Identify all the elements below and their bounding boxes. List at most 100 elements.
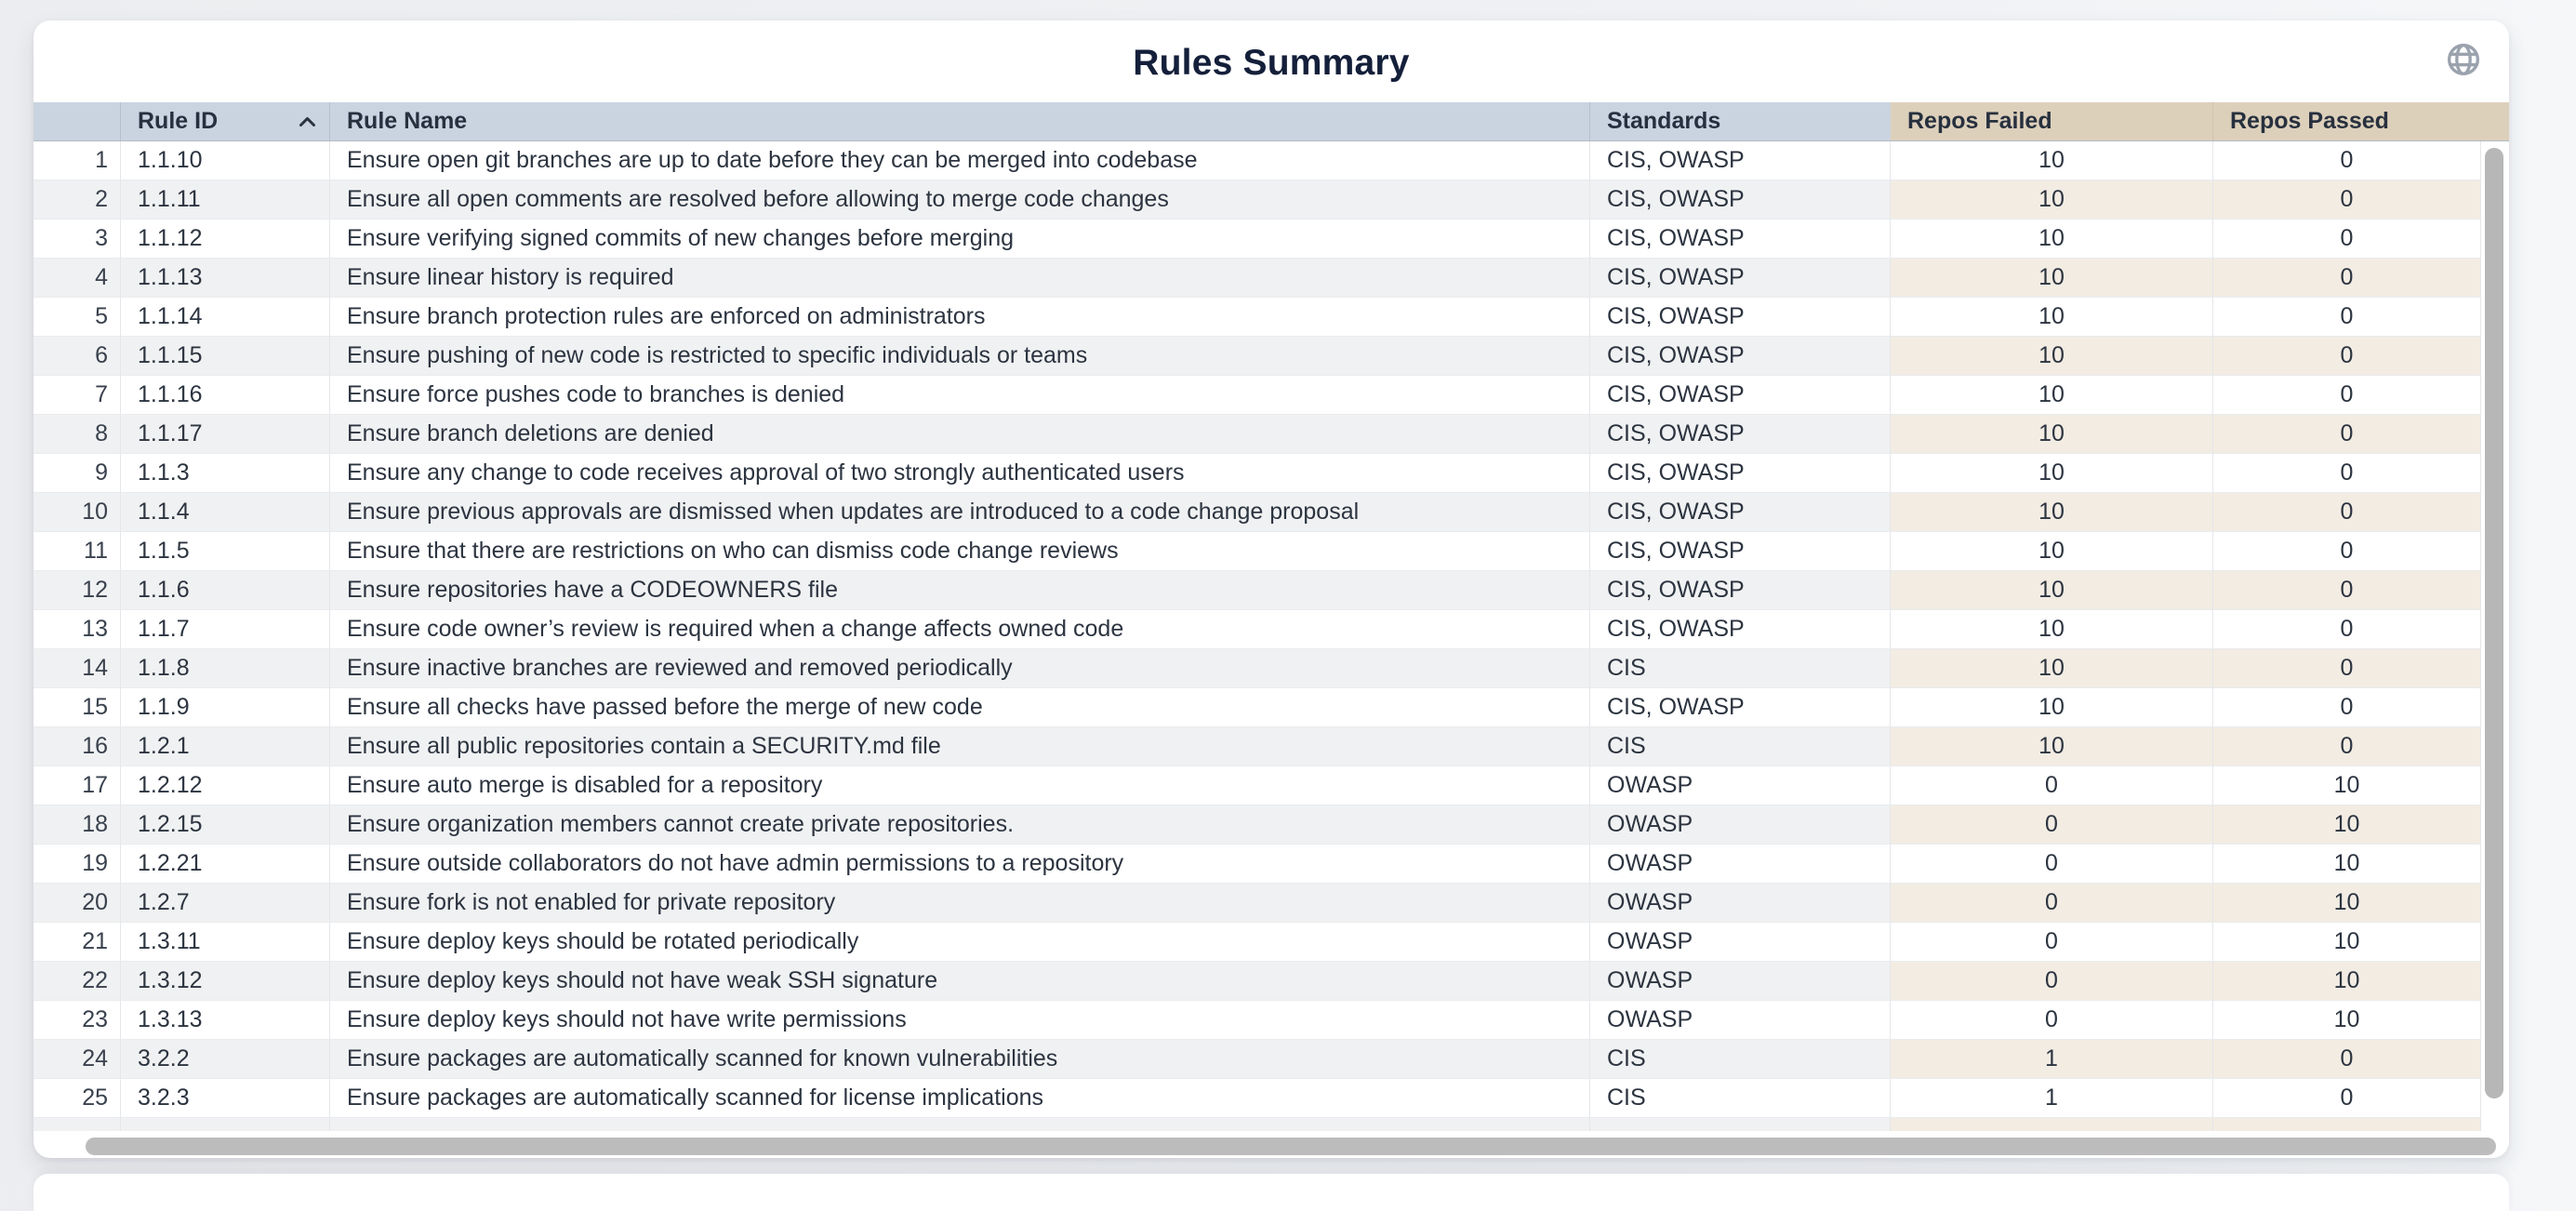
header-standards[interactable]: Standards [1590,102,1891,140]
cell-rule-name: Ensure linear history is required [330,259,1590,297]
cell-rule-name: Ensure previous approvals are dismissed … [330,493,1590,531]
cell-repos-passed: 10 [2213,805,2481,844]
cell-rule-name: Ensure packages are automatically scanne… [330,1079,1590,1117]
cell-standards: CIS [1590,1040,1891,1078]
cell-rule-name: Ensure deploy keys should not have weak … [330,962,1590,1000]
table-row: 3 1.1.12 Ensure verifying signed commits o… [33,220,2509,259]
cell-repos-failed: 10 [1891,415,2213,453]
cell-repos-passed: 0 [2213,259,2481,297]
cell-repos-failed: 0 [1891,766,2213,805]
row-number: 18 [33,805,121,844]
cell-rule-id: 1.2.12 [121,766,330,805]
cell-rule-name: Ensure outside collaborators do not have… [330,845,1590,883]
cell-rule-name: Ensure all open comments are resolved be… [330,180,1590,219]
cell-standards: OWASP [1590,845,1891,883]
table-row: 1 1.1.10 Ensure open git branches are up t… [33,141,2509,180]
cell-rule-id: 1.1.14 [121,298,330,336]
partial-cell [1590,1118,1891,1131]
cell-repos-failed: 10 [1891,298,2213,336]
cell-rule-name: Ensure deploy keys should be rotated per… [330,923,1590,961]
cell-rule-name: Ensure deploy keys should not have write… [330,1001,1590,1039]
cell-repos-failed: 0 [1891,962,2213,1000]
partial-cell [33,1118,121,1131]
cell-repos-passed: 0 [2213,415,2481,453]
header-rule-id[interactable]: Rule ID [121,102,330,140]
header-repos-passed[interactable]: Repos Passed [2213,102,2509,140]
globe-button[interactable] [2445,41,2482,78]
cell-rule-id: 1.1.6 [121,571,330,609]
table-row: 4 1.1.13 Ensure linear history is required… [33,259,2509,298]
cell-rule-id: 1.1.7 [121,610,330,648]
cell-standards: CIS, OWASP [1590,610,1891,648]
table-row: 8 1.1.17 Ensure branch deletions are denie… [33,415,2509,454]
cell-repos-failed: 0 [1891,805,2213,844]
cell-repos-failed: 10 [1891,571,2213,609]
row-number: 13 [33,610,121,648]
cell-rule-id: 3.2.3 [121,1079,330,1117]
cell-repos-failed: 10 [1891,259,2213,297]
horizontal-scrollbar-thumb[interactable] [86,1138,2496,1155]
rules-summary-card: Rules Summary Rule ID Rule Name Standard… [33,20,2509,1158]
cell-repos-failed: 0 [1891,845,2213,883]
cell-standards: CIS, OWASP [1590,259,1891,297]
vertical-scrollbar-thumb[interactable] [2485,148,2503,1098]
row-number: 20 [33,884,121,922]
table-row: 22 1.3.12 Ensure deploy keys should not ha… [33,962,2509,1001]
cell-rule-id: 1.1.15 [121,337,330,375]
row-number: 1 [33,141,121,180]
cell-rule-id: 1.2.1 [121,727,330,765]
cell-standards: OWASP [1590,884,1891,922]
cell-rule-id: 1.1.9 [121,688,330,726]
row-number: 5 [33,298,121,336]
cell-standards: CIS, OWASP [1590,220,1891,258]
cell-standards: OWASP [1590,962,1891,1000]
cell-repos-failed: 0 [1891,884,2213,922]
cell-repos-passed: 0 [2213,688,2481,726]
cell-standards: CIS, OWASP [1590,454,1891,492]
cell-rule-name: Ensure any change to code receives appro… [330,454,1590,492]
cell-repos-passed: 10 [2213,845,2481,883]
table-row: 17 1.2.12 Ensure auto merge is disabled fo… [33,766,2509,805]
cell-repos-failed: 10 [1891,610,2213,648]
table-row: 25 3.2.3 Ensure packages are automatically… [33,1079,2509,1118]
cell-repos-failed: 10 [1891,649,2213,687]
page-title: Rules Summary [1133,43,1410,83]
cell-rule-name: Ensure branch protection rules are enfor… [330,298,1590,336]
cell-standards: CIS, OWASP [1590,688,1891,726]
cell-repos-passed: 10 [2213,884,2481,922]
header-repos-failed[interactable]: Repos Failed [1891,102,2213,140]
cell-repos-passed: 0 [2213,649,2481,687]
cell-standards: OWASP [1590,805,1891,844]
cell-rule-id: 1.3.12 [121,962,330,1000]
row-number: 19 [33,845,121,883]
cell-rule-id: 1.1.3 [121,454,330,492]
partial-cell [330,1118,1590,1131]
globe-icon [2448,44,2479,75]
cell-repos-passed: 0 [2213,141,2481,180]
table-row: 10 1.1.4 Ensure previous approvals are dis… [33,493,2509,532]
cell-rule-id: 1.1.12 [121,220,330,258]
header-rule-name[interactable]: Rule Name [330,102,1590,140]
cell-repos-passed: 10 [2213,923,2481,961]
cell-standards: CIS, OWASP [1590,415,1891,453]
cell-rule-id: 1.2.7 [121,884,330,922]
row-number: 21 [33,923,121,961]
partial-cell [2213,1118,2481,1131]
cell-rule-name: Ensure branch deletions are denied [330,415,1590,453]
row-number: 8 [33,415,121,453]
cell-rule-name: Ensure all checks have passed before the… [330,688,1590,726]
horizontal-scrollbar-track[interactable] [86,1131,2496,1158]
row-number: 16 [33,727,121,765]
cell-rule-name: Ensure fork is not enabled for private r… [330,884,1590,922]
row-number: 10 [33,493,121,531]
cell-standards: CIS [1590,1079,1891,1117]
cell-repos-passed: 0 [2213,220,2481,258]
cell-rule-name: Ensure auto merge is disabled for a repo… [330,766,1590,805]
cell-rule-name: Ensure code owner’s review is required w… [330,610,1590,648]
cell-repos-failed: 10 [1891,141,2213,180]
table-row: 23 1.3.13 Ensure deploy keys should not ha… [33,1001,2509,1040]
row-number: 15 [33,688,121,726]
vertical-scrollbar-track[interactable] [2481,142,2509,1131]
cell-repos-passed: 0 [2213,493,2481,531]
table-row: 20 1.2.7 Ensure fork is not enabled for pr… [33,884,2509,923]
